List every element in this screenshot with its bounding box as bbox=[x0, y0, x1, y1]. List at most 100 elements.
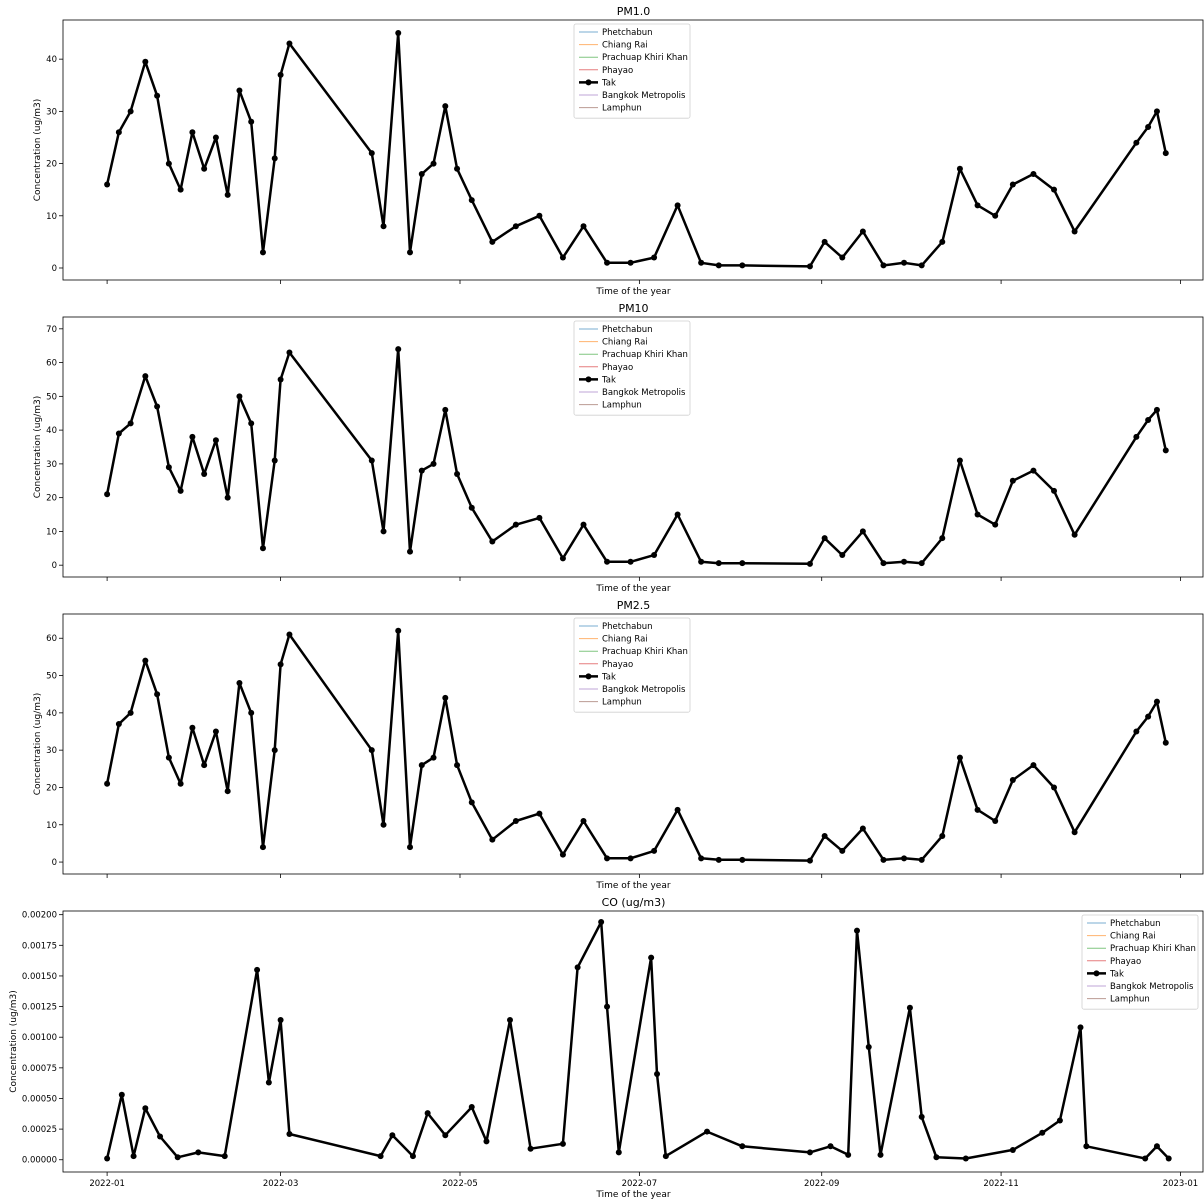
data-point bbox=[407, 249, 414, 256]
data-point bbox=[142, 1105, 149, 1112]
y-tick-label: 0.00050 bbox=[22, 1094, 57, 1104]
data-point bbox=[236, 680, 243, 687]
y-tick-label: 40 bbox=[46, 55, 57, 65]
y-tick-label: 0.00025 bbox=[22, 1125, 57, 1135]
data-point bbox=[739, 1143, 746, 1150]
y-tick-label: 30 bbox=[46, 107, 57, 117]
data-point bbox=[468, 504, 475, 511]
legend-label: Lamphun bbox=[602, 698, 642, 708]
legend-box bbox=[573, 617, 691, 713]
axes-frame bbox=[62, 613, 1204, 875]
legend-marker bbox=[585, 79, 592, 86]
data-point bbox=[418, 762, 425, 769]
data-point bbox=[380, 223, 387, 230]
data-point bbox=[424, 1110, 431, 1117]
legend-label: Phayao bbox=[1110, 957, 1141, 967]
data-point bbox=[604, 1003, 611, 1010]
legend-box bbox=[573, 320, 691, 416]
x-axis-label: Time of the year bbox=[595, 287, 670, 297]
panel-4: CO (ug/m3) Time of the year Concentration … bbox=[9, 896, 1204, 1200]
data-point bbox=[506, 1017, 513, 1024]
data-point bbox=[853, 927, 860, 934]
data-point bbox=[859, 228, 866, 235]
data-point bbox=[1162, 447, 1169, 454]
chart-title: PM1.0 bbox=[617, 5, 651, 18]
data-point bbox=[104, 491, 111, 498]
y-tick-label: 0.00100 bbox=[22, 1033, 57, 1043]
data-point bbox=[442, 694, 449, 701]
data-point bbox=[604, 259, 611, 266]
data-point bbox=[418, 171, 425, 178]
data-point bbox=[165, 160, 172, 167]
legend-label: Tak bbox=[601, 672, 616, 682]
data-point bbox=[1145, 124, 1152, 131]
y-tick-label: 30 bbox=[46, 746, 57, 756]
data-point bbox=[604, 855, 611, 862]
y-tick-label: 30 bbox=[46, 460, 57, 470]
y-tick-label: 0.00200 bbox=[22, 911, 57, 921]
data-point bbox=[286, 349, 293, 356]
data-point bbox=[189, 433, 196, 440]
data-point bbox=[195, 1149, 202, 1156]
y-axis-label: Concentration (ug/m3) bbox=[9, 990, 19, 1093]
legend-label: Tak bbox=[601, 78, 616, 88]
series-tak bbox=[104, 346, 1169, 567]
y-tick-label: 20 bbox=[46, 783, 57, 793]
y-axis-label: Concentration (ug/m3) bbox=[33, 396, 43, 499]
legend-label: Prachuap Khiri Khan bbox=[602, 647, 688, 657]
data-point bbox=[1009, 776, 1016, 783]
legend-marker bbox=[1093, 970, 1100, 977]
data-point bbox=[865, 1044, 872, 1051]
axes-frame bbox=[62, 910, 1204, 1173]
data-point bbox=[654, 1070, 661, 1077]
data-point bbox=[704, 1128, 711, 1135]
data-point bbox=[1145, 713, 1152, 720]
data-point bbox=[286, 631, 293, 638]
y-tick-label: 0.00150 bbox=[22, 972, 57, 982]
data-point bbox=[430, 754, 437, 761]
data-point bbox=[956, 754, 963, 761]
data-point bbox=[127, 108, 134, 115]
data-point bbox=[409, 1153, 416, 1160]
y-tick-label: 10 bbox=[46, 821, 57, 831]
data-point bbox=[127, 709, 134, 716]
data-point bbox=[115, 430, 122, 437]
data-point bbox=[389, 1132, 396, 1139]
data-point bbox=[992, 212, 999, 219]
legend: Phetchabun Chiang Rai Prachuap Khiri Khan P… bbox=[573, 23, 691, 119]
y-axis-label: Concentration (ug/m3) bbox=[33, 693, 43, 796]
data-point bbox=[489, 238, 496, 245]
data-point bbox=[715, 560, 722, 567]
data-point bbox=[489, 538, 496, 545]
data-point bbox=[536, 514, 543, 521]
legend-label: Phetchabun bbox=[602, 622, 653, 632]
data-point bbox=[454, 471, 461, 478]
data-point bbox=[974, 511, 981, 518]
x-tick-label: 2022-05 bbox=[442, 1179, 478, 1189]
data-point bbox=[739, 856, 746, 863]
data-point bbox=[806, 857, 813, 864]
legend: Phetchabun Chiang Rai Prachuap Khiri Khan P… bbox=[573, 320, 691, 416]
data-point bbox=[1071, 228, 1078, 235]
data-point bbox=[559, 1140, 566, 1147]
data-point bbox=[442, 103, 449, 110]
data-point bbox=[559, 555, 566, 562]
data-point bbox=[1133, 139, 1140, 146]
data-point bbox=[574, 964, 581, 971]
x-axis-label: Time of the year bbox=[595, 1190, 670, 1200]
data-point bbox=[380, 528, 387, 535]
chart-title: PM2.5 bbox=[617, 599, 651, 612]
data-point bbox=[839, 552, 846, 559]
data-point bbox=[368, 747, 375, 754]
data-point bbox=[651, 847, 658, 854]
data-point bbox=[1133, 433, 1140, 440]
data-point bbox=[277, 71, 284, 78]
data-point bbox=[604, 558, 611, 565]
y-tick-label: 40 bbox=[46, 426, 57, 436]
data-point bbox=[662, 1153, 669, 1160]
data-point bbox=[821, 832, 828, 839]
x-axis-label: Time of the year bbox=[595, 881, 670, 891]
data-point bbox=[277, 1017, 284, 1024]
data-point bbox=[154, 691, 161, 698]
data-point bbox=[1039, 1129, 1046, 1136]
